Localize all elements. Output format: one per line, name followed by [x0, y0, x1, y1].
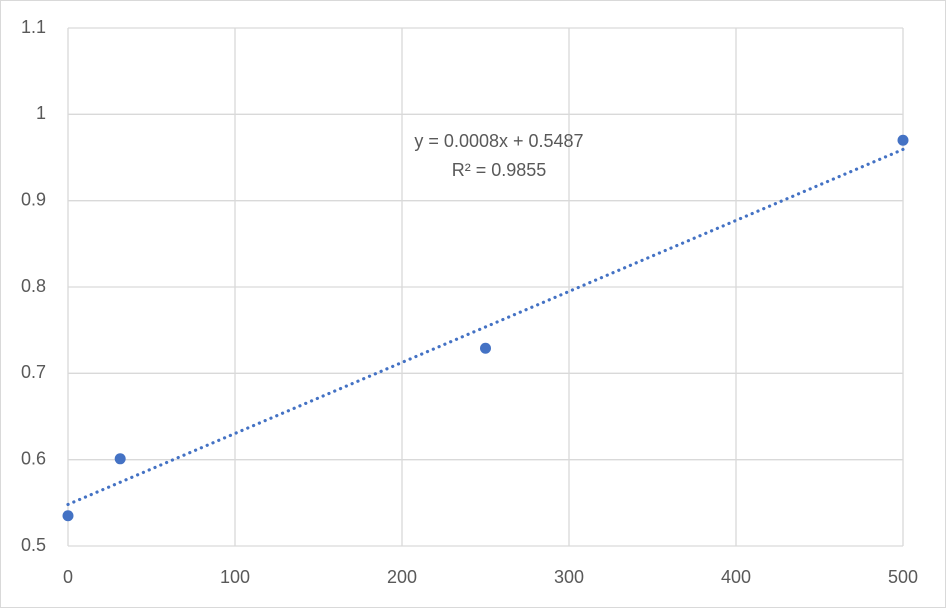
y-tick-label: 0.8	[21, 276, 46, 296]
y-tick-label: 0.9	[21, 189, 46, 209]
point	[62, 510, 74, 522]
trendline	[66, 147, 905, 507]
trendline-equation: y = 0.0008x + 0.5487	[414, 131, 583, 151]
x-tick-label: 200	[387, 567, 417, 587]
x-tick-label: 100	[220, 567, 250, 587]
point	[897, 134, 909, 146]
trendline-r-squared: R² = 0.9855	[452, 160, 547, 180]
plot	[62, 134, 909, 522]
y-tick-label: 0.5	[21, 535, 46, 555]
x-tick-label: 0	[63, 567, 73, 587]
x-tick-label: 300	[554, 567, 584, 587]
y-tick-label: 1	[36, 103, 46, 123]
y-tick-label: 0.6	[21, 448, 46, 468]
y-tick-label: 0.7	[21, 362, 46, 382]
x-tick-label: 500	[888, 567, 918, 587]
y-tick-label: 1.1	[21, 17, 46, 37]
point	[114, 453, 126, 465]
point	[480, 342, 491, 354]
grid	[67, 27, 904, 547]
x-tick-label: 400	[721, 567, 751, 587]
